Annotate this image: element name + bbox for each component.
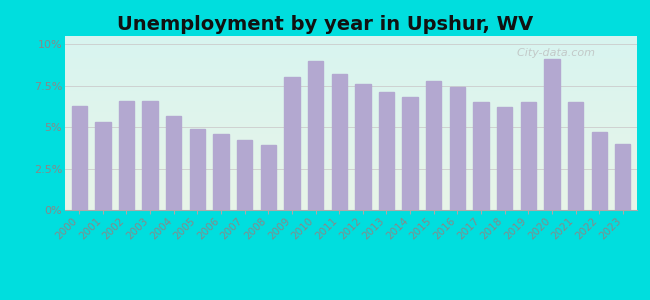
Bar: [308, 61, 323, 210]
Bar: [72, 106, 87, 210]
Bar: [95, 122, 110, 210]
Bar: [355, 84, 370, 210]
Bar: [426, 81, 441, 210]
Bar: [521, 102, 536, 210]
Bar: [615, 144, 630, 210]
Bar: [450, 87, 465, 210]
Bar: [332, 74, 347, 210]
Bar: [119, 100, 134, 210]
Bar: [261, 146, 276, 210]
Bar: [284, 77, 300, 210]
Bar: [497, 107, 512, 210]
Bar: [544, 59, 560, 210]
Text: Unemployment by year in Upshur, WV: Unemployment by year in Upshur, WV: [117, 15, 533, 34]
Bar: [379, 92, 394, 210]
Bar: [190, 129, 205, 210]
Bar: [568, 102, 583, 210]
Bar: [237, 140, 252, 210]
Bar: [592, 132, 607, 210]
Text: City-​data.com: City-​data.com: [517, 48, 595, 58]
Bar: [402, 97, 418, 210]
Bar: [473, 102, 489, 210]
Bar: [213, 134, 229, 210]
Bar: [166, 116, 181, 210]
Bar: [142, 100, 158, 210]
